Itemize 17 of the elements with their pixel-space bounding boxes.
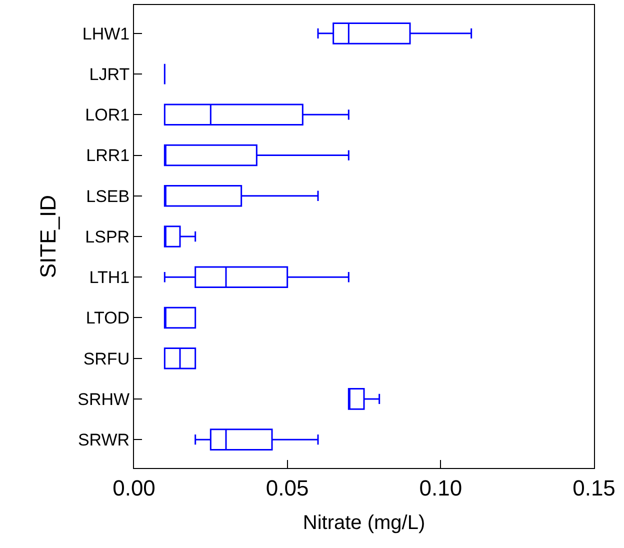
y-tick-label: LSPR	[85, 227, 130, 246]
y-tick-label: LTH1	[89, 268, 130, 288]
y-axis-title: SITE_ID	[35, 194, 60, 278]
x-tick-label: 0.00	[112, 475, 156, 500]
y-tick-label: LOR1	[85, 106, 130, 125]
y-tick-label: LHW1	[82, 24, 130, 44]
x-axis-title: Nitrate (mg/L)	[302, 512, 426, 534]
x-tick-label: 0.05	[266, 475, 309, 500]
x-tick-label: 0.15	[572, 475, 616, 500]
y-tick-label: LJRT	[89, 64, 130, 84]
x-tick-label: 0.10	[419, 475, 462, 500]
y-tick-label: SRHW	[78, 390, 130, 409]
y-tick-label: SRWR	[78, 430, 130, 450]
y-tick-label: SRFU	[83, 349, 130, 368]
y-tick-label: LRR1	[86, 146, 130, 166]
y-tick-label: LSEB	[86, 186, 130, 206]
y-tick-label: LTOD	[86, 308, 130, 328]
